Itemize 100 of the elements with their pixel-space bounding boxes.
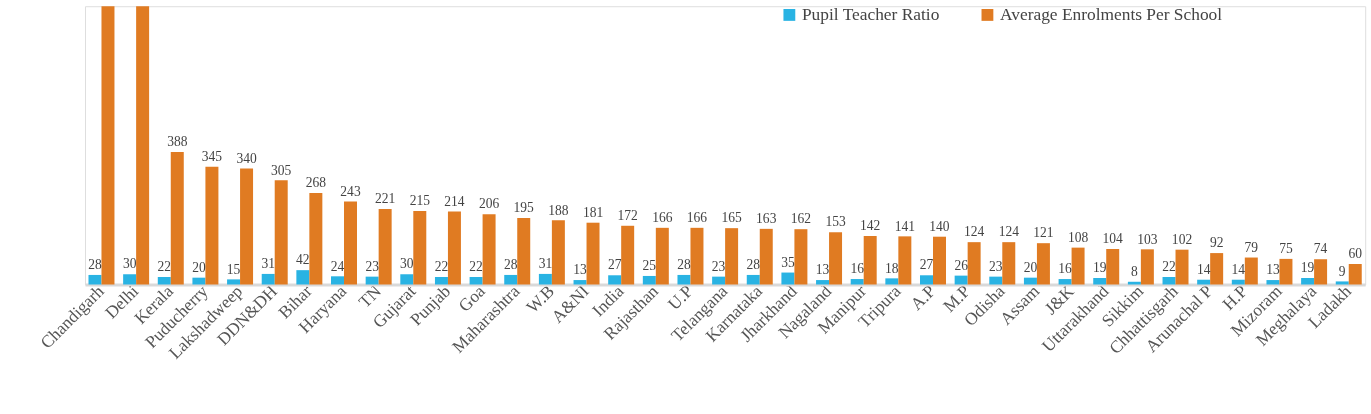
data-label: 22 xyxy=(1162,259,1177,275)
data-label: 165 xyxy=(721,210,742,226)
bar xyxy=(205,166,219,285)
bar xyxy=(1335,281,1349,285)
data-label: 19 xyxy=(1300,260,1315,276)
bar xyxy=(296,270,310,285)
data-label: 24 xyxy=(330,258,345,274)
data-label: 172 xyxy=(617,207,639,223)
data-label: 214 xyxy=(444,193,465,209)
bar xyxy=(573,280,587,285)
data-label: 25 xyxy=(642,258,657,274)
data-label: 28 xyxy=(746,257,761,273)
data-label: 60 xyxy=(1348,246,1363,262)
data-label: 22 xyxy=(469,259,484,275)
bar xyxy=(621,225,635,285)
legend-label: Average Enrolments Per School xyxy=(999,4,1223,24)
data-label: 8 xyxy=(1130,263,1138,279)
data-label: 9 xyxy=(1338,263,1346,279)
bar xyxy=(954,275,968,285)
bar xyxy=(794,229,808,285)
bar xyxy=(1162,276,1176,285)
data-label: 22 xyxy=(157,259,172,275)
data-label: 340 xyxy=(236,150,257,166)
bar xyxy=(1175,249,1189,285)
bar xyxy=(746,274,760,285)
bar xyxy=(434,276,448,285)
bar xyxy=(608,275,622,285)
bar xyxy=(344,201,357,285)
data-label: 22 xyxy=(434,259,449,275)
data-label: 166 xyxy=(686,210,708,226)
bar xyxy=(829,232,843,285)
bar xyxy=(551,220,565,285)
data-label: 15 xyxy=(226,261,241,277)
bar xyxy=(850,279,864,285)
bar xyxy=(227,279,241,285)
legend-label: Pupil Teacher Ratio xyxy=(801,4,940,24)
data-label: 104 xyxy=(1102,231,1124,247)
bar xyxy=(690,227,704,285)
bar xyxy=(1279,258,1293,285)
bar xyxy=(240,168,254,285)
data-label: 13 xyxy=(815,262,830,278)
data-label: 27 xyxy=(607,257,622,273)
data-label: 16 xyxy=(850,261,865,277)
bar xyxy=(136,6,150,285)
data-label: 23 xyxy=(711,258,726,274)
bar xyxy=(331,276,344,285)
data-label: 23 xyxy=(989,258,1003,274)
data-label: 124 xyxy=(998,224,1020,240)
data-label: 108 xyxy=(1067,229,1089,245)
data-label: 243 xyxy=(340,183,361,199)
data-label: 42 xyxy=(296,252,310,268)
data-label: 153 xyxy=(825,214,846,230)
data-label: 121 xyxy=(1033,225,1054,241)
data-label: 124 xyxy=(963,224,985,240)
bar xyxy=(123,274,137,285)
bar xyxy=(725,228,739,285)
data-label: 163 xyxy=(756,211,777,227)
bar xyxy=(517,217,531,285)
bar xyxy=(1348,264,1362,285)
bar xyxy=(1106,248,1120,285)
data-label: 16 xyxy=(1058,261,1073,277)
data-label: 28 xyxy=(503,257,518,273)
bar xyxy=(1301,278,1315,285)
bar xyxy=(378,209,392,285)
data-label: 142 xyxy=(860,218,881,234)
data-label: 268 xyxy=(305,175,327,191)
bar xyxy=(1036,243,1050,285)
bar xyxy=(759,228,773,285)
data-label: 195 xyxy=(513,200,535,216)
bar xyxy=(655,227,669,285)
data-label: 388 xyxy=(167,134,188,150)
x-tick-label: A.P xyxy=(907,281,940,314)
data-label: 74 xyxy=(1313,241,1328,257)
bar xyxy=(885,278,899,285)
bar xyxy=(642,275,656,285)
data-label: 35 xyxy=(781,254,795,270)
data-label: 19 xyxy=(1092,260,1107,276)
data-label: 102 xyxy=(1171,231,1193,247)
data-label: 23 xyxy=(365,258,380,274)
bar xyxy=(1058,279,1072,285)
bar xyxy=(781,272,795,285)
data-label: 206 xyxy=(478,196,500,212)
bar xyxy=(1140,249,1154,285)
data-label: 27 xyxy=(919,257,934,273)
data-label: 30 xyxy=(400,256,414,272)
data-label: 14 xyxy=(1231,261,1246,277)
data-label: 92 xyxy=(1209,235,1224,251)
bar xyxy=(1093,278,1107,285)
bar xyxy=(1266,280,1280,285)
bar xyxy=(586,222,600,285)
data-label: 13 xyxy=(573,262,588,278)
data-label: 141 xyxy=(894,218,915,234)
bar xyxy=(274,180,288,285)
bar xyxy=(863,236,877,285)
bar xyxy=(309,193,323,285)
bar xyxy=(1210,253,1224,285)
data-label: 20 xyxy=(1023,259,1038,275)
bar xyxy=(482,214,496,285)
bar xyxy=(447,211,461,285)
data-label: 13 xyxy=(1266,262,1280,278)
